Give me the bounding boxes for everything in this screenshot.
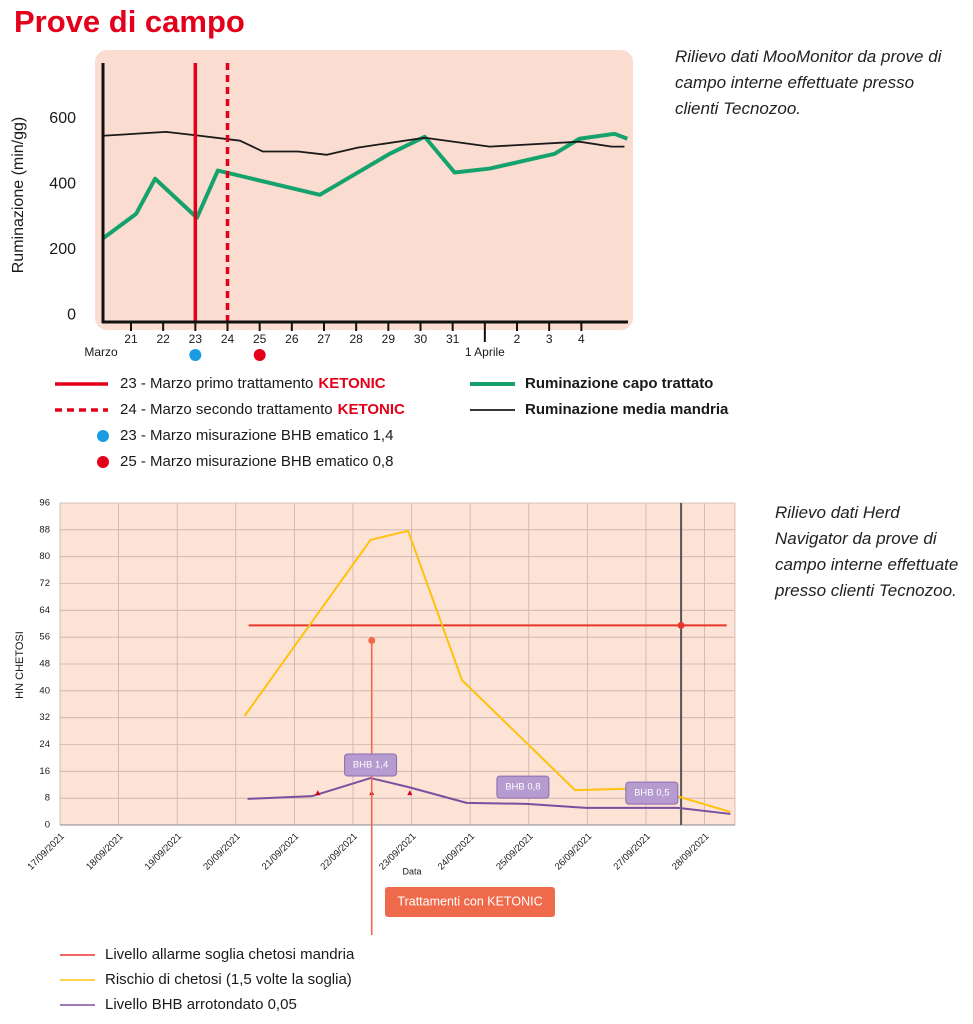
legend-label: Rischio di chetosi (1,5 volte la soglia) xyxy=(105,971,352,988)
x-tick-label: 23 xyxy=(189,332,203,346)
legend-label: 23 - Marzo misurazione BHB ematico 1,4 xyxy=(120,427,393,444)
x-tick-label: 1 Aprile xyxy=(465,345,505,359)
measurement-dot xyxy=(189,349,202,361)
legend-text: 24 - Marzo secondo trattamento xyxy=(120,401,333,418)
y-tick-label: 80 xyxy=(39,551,50,562)
page-title: Prove di campo xyxy=(14,4,245,39)
y-axis-title: Ruminazione (min/gg) xyxy=(10,117,27,274)
x-tick-label: 27/09/2021 xyxy=(611,831,652,872)
y-tick-label: 400 xyxy=(49,176,76,193)
x-tick-label: 4 xyxy=(578,332,585,346)
series-line xyxy=(102,130,625,156)
x-tick-label: 17/09/2021 xyxy=(26,831,67,872)
legend-label: Livello allarme soglia chetosi mandria xyxy=(105,946,355,963)
y-tick-label: 96 xyxy=(39,498,50,509)
annotation-box xyxy=(625,781,679,805)
plot-background xyxy=(95,50,633,330)
y-tick-label: 40 xyxy=(39,685,50,696)
cursor-dot xyxy=(677,621,685,629)
legend-dot xyxy=(97,456,109,468)
caption: Rilievo dati MooMonitor da prove di camp… xyxy=(675,47,942,118)
legend-dot xyxy=(97,430,109,442)
treatment-mark xyxy=(407,790,413,796)
measurement-dot xyxy=(253,349,266,361)
x-tick-label: 22 xyxy=(156,332,170,346)
x-tick-label: 21/09/2021 xyxy=(260,831,301,872)
y-tick-label: 64 xyxy=(39,605,50,616)
legend-product: KETONIC xyxy=(318,375,385,392)
series-line xyxy=(247,777,731,815)
x-tick-label: 24 xyxy=(221,332,235,346)
caption: Rilievo dati Herd Navigator da prove di … xyxy=(775,503,959,600)
x-tick-label: 26/09/2021 xyxy=(553,831,594,872)
y-tick-label: 32 xyxy=(39,712,50,723)
x-tick-label: 25 xyxy=(253,332,267,346)
x-tick-label: 29 xyxy=(382,332,396,346)
x-tick-label: 19/09/2021 xyxy=(143,831,184,872)
legend-label: Ruminazione capo trattato xyxy=(525,375,713,392)
month-label: Marzo xyxy=(84,345,118,359)
y-tick-label: 0 xyxy=(45,820,50,831)
legend-label: 24 - Marzo secondo trattamento KETONIC xyxy=(120,401,405,418)
treatment-callout-label: Trattamenti con KETONIC xyxy=(397,894,542,908)
x-tick-label: 30 xyxy=(414,332,428,346)
treatment-mark xyxy=(315,790,321,796)
x-tick-label: 20/09/2021 xyxy=(201,831,242,872)
y-tick-label: 56 xyxy=(39,632,50,643)
legend-label: Ruminazione media mandria xyxy=(525,401,729,418)
legend-label: 23 - Marzo primo trattamento KETONIC xyxy=(120,375,386,392)
x-axis-title: Data xyxy=(402,866,421,876)
legend-text: 23 - Marzo primo trattamento xyxy=(120,375,313,392)
y-tick-label: 200 xyxy=(49,241,76,258)
x-tick-label: 2 xyxy=(514,332,521,346)
x-tick-label: 28 xyxy=(349,332,363,346)
legend-product: KETONIC xyxy=(338,401,405,418)
x-tick-label: 26 xyxy=(285,332,299,346)
y-tick-label: 16 xyxy=(39,766,50,777)
x-tick-label: 21 xyxy=(124,332,138,346)
y-tick-label: 0 xyxy=(67,307,76,324)
x-tick-label: 24/09/2021 xyxy=(436,831,477,872)
x-tick-label: 27 xyxy=(317,332,331,346)
treatment-callout xyxy=(385,887,555,917)
annotation-box xyxy=(496,775,550,799)
annotation-label: BHB 0,5 xyxy=(634,788,669,799)
x-tick-label: 22/09/2021 xyxy=(318,831,359,872)
y-tick-label: 88 xyxy=(39,524,50,535)
annotation-label: BHB 1,4 xyxy=(353,759,388,770)
y-tick-label: 8 xyxy=(45,793,50,804)
legend-label: Livello BHB arrotondato 0,05 xyxy=(105,996,297,1013)
x-tick-label: 25/09/2021 xyxy=(494,831,535,872)
y-axis-title: HN CHETOSI xyxy=(14,631,26,699)
legend-label: 25 - Marzo misurazione BHB ematico 0,8 xyxy=(120,453,393,470)
y-tick-label: 24 xyxy=(39,739,50,750)
y-tick-label: 600 xyxy=(49,110,76,127)
annotation-box xyxy=(344,753,398,777)
x-tick-label: 31 xyxy=(446,332,460,346)
y-tick-label: 72 xyxy=(39,578,50,589)
annotation-label: BHB 0,8 xyxy=(505,782,540,793)
x-tick-label: 3 xyxy=(546,332,553,346)
y-tick-label: 48 xyxy=(39,659,50,670)
x-tick-label: 18/09/2021 xyxy=(84,831,125,872)
x-tick-label: 28/09/2021 xyxy=(670,831,711,872)
treatment-dot xyxy=(368,637,376,645)
